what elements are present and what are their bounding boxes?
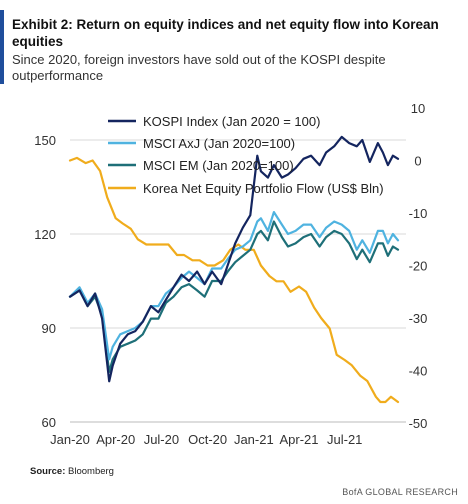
series-line-flow <box>68 156 400 404</box>
right-tick-label: 0 <box>414 154 421 169</box>
x-tick-label: Jan-21 <box>234 432 274 447</box>
x-tick-label: Oct-20 <box>188 432 227 447</box>
accent-bar <box>0 10 4 84</box>
chart-subtitle: Since 2020, foreign investors have sold … <box>12 52 386 83</box>
x-tick-label: Jul-20 <box>144 432 179 447</box>
left-tick-label: 60 <box>42 415 56 430</box>
legend-label-axj: MSCI AxJ (Jan 2020=100) <box>143 136 295 151</box>
series-line-kospi <box>68 135 400 383</box>
right-tick-label: -50 <box>409 416 428 431</box>
source-note: Source: Bloomberg <box>30 466 114 477</box>
right-tick-label: -10 <box>409 206 428 221</box>
right-tick-label: -30 <box>409 311 428 326</box>
x-tick-label: Jan-20 <box>50 432 90 447</box>
brand-label: BofA GLOBAL RESEARCH <box>342 487 458 497</box>
legend-label-flow: Korea Net Equity Portfolio Flow (US$ Bln… <box>143 181 384 196</box>
x-tick-label: Apr-21 <box>280 432 319 447</box>
legend-label-em: MSCI EM (Jan 2020=100) <box>143 158 294 173</box>
line-chart: 60 90 120 150 -50 -40 -30 -20 -10 0 10 Jan-20 Apr-20… <box>34 101 428 447</box>
chart-title: Exhibit 2: Return on equity indices and … <box>12 17 439 49</box>
x-tick-label: Apr-20 <box>96 432 135 447</box>
right-tick-label: -20 <box>409 259 428 274</box>
series-line-em <box>68 220 400 373</box>
left-tick-label: 90 <box>42 321 56 336</box>
series-line-axj <box>68 211 400 361</box>
left-tick-label: 120 <box>34 227 56 242</box>
right-tick-label: -40 <box>409 364 428 379</box>
source-label: Source: <box>30 466 66 477</box>
source-value: Bloomberg <box>68 466 114 477</box>
legend-label-kospi: KOSPI Index (Jan 2020 = 100) <box>143 114 320 129</box>
x-tick-label: Jul-21 <box>327 432 362 447</box>
left-tick-label: 150 <box>34 133 56 148</box>
right-tick-label: 10 <box>411 101 425 116</box>
